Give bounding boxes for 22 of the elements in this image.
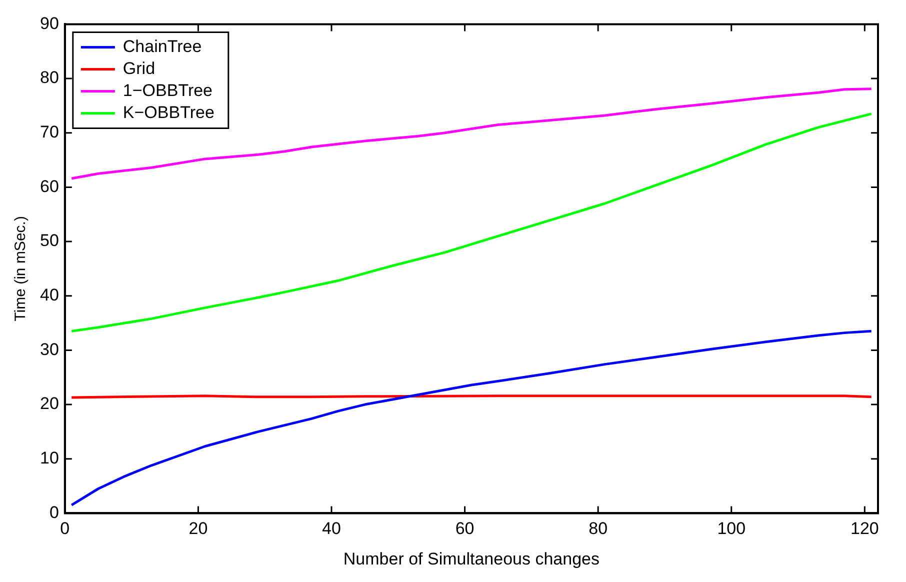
y-tick-label: 90	[40, 14, 59, 33]
y-tick-label: 40	[40, 286, 59, 305]
legend-label: Grid	[122, 58, 156, 78]
y-axis-title: Time (in mSec.)	[12, 216, 30, 322]
x-tick-label: 20	[188, 519, 208, 538]
legend-label: ChainTree	[122, 36, 202, 56]
y-tick-label: 10	[40, 448, 59, 468]
y-tick-label: 30	[40, 340, 59, 359]
legend-label: 1−OBBTree	[122, 80, 213, 100]
y-tick-label: 80	[40, 68, 59, 88]
x-tick-label: 100	[717, 519, 746, 538]
y-tick-label: 60	[40, 176, 59, 196]
x-tick-label: 120	[850, 519, 879, 538]
x-axis-title: Number of Simultaneous changes	[343, 549, 600, 568]
y-tick-label: 50	[40, 231, 59, 250]
y-tick-label: 20	[40, 394, 59, 414]
x-tick-label: 80	[588, 519, 608, 538]
y-tick-label: 70	[40, 122, 59, 142]
x-tick-label: 60	[455, 519, 474, 538]
legend-label: K−OBBTree	[122, 102, 214, 122]
x-tick-label: 40	[322, 519, 341, 538]
y-tick-label: 0	[49, 502, 59, 522]
